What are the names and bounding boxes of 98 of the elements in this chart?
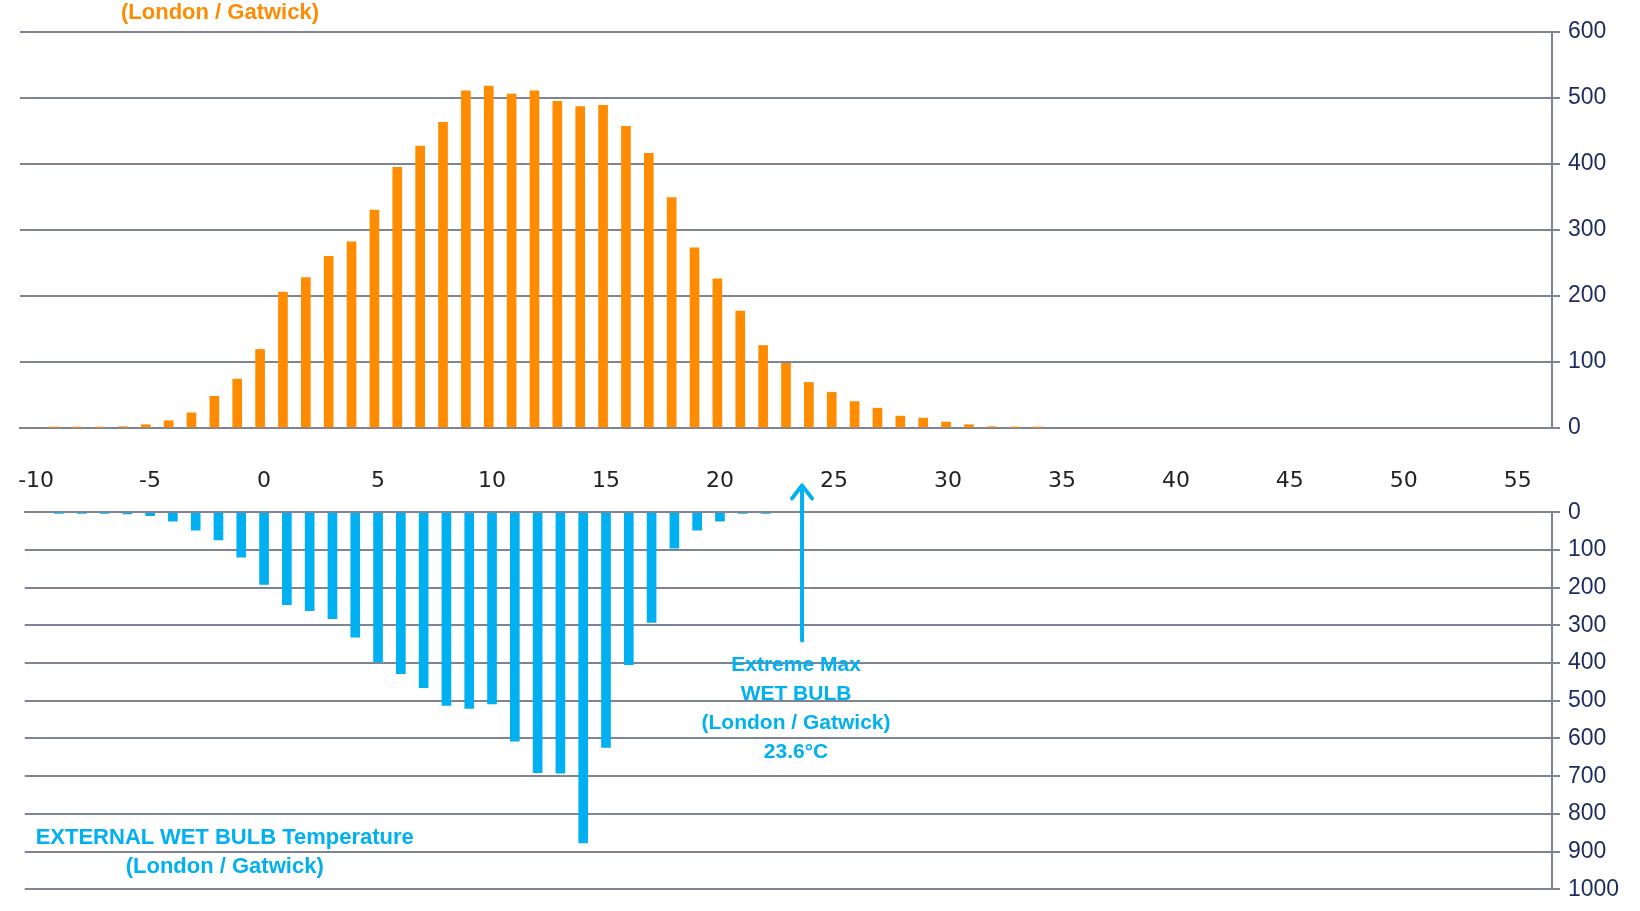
ref-line-label: Extreme Max WET BULB (London / Gatwick) 23.6°C bbox=[701, 651, 891, 762]
bar bbox=[643, 153, 654, 428]
bar bbox=[555, 513, 566, 774]
bar bbox=[506, 93, 517, 428]
bar bbox=[327, 513, 338, 619]
bar bbox=[259, 513, 269, 585]
x-tick-label: -5 bbox=[139, 466, 162, 492]
bar bbox=[373, 513, 383, 663]
bar bbox=[145, 513, 155, 517]
bar bbox=[598, 104, 608, 428]
y-tick-label: 600 bbox=[1568, 723, 1607, 750]
text: EXTERNAL WET BULB Temperature (London / Gatwick) bbox=[35, 824, 414, 879]
bar bbox=[438, 122, 448, 428]
bar bbox=[872, 407, 883, 428]
x-tick-label: 45 bbox=[1275, 466, 1304, 492]
bar bbox=[369, 209, 380, 428]
y-tick-label: 500 bbox=[1568, 686, 1607, 713]
bar bbox=[669, 513, 680, 549]
bar bbox=[826, 392, 837, 428]
bar bbox=[623, 513, 634, 665]
y-tick-label: 600 bbox=[1568, 17, 1607, 44]
y-tick-label: 300 bbox=[1568, 610, 1607, 637]
y-tick-label: 900 bbox=[1568, 836, 1607, 863]
bar bbox=[666, 197, 677, 428]
x-tick-label: 10 bbox=[478, 466, 507, 492]
bar bbox=[758, 345, 768, 428]
y-tick-label: 200 bbox=[1568, 573, 1607, 600]
bar bbox=[350, 513, 361, 638]
bar bbox=[601, 513, 611, 748]
x-tick-label: 5 bbox=[371, 466, 386, 492]
bar bbox=[715, 513, 725, 522]
y-tick-label: 100 bbox=[1568, 347, 1607, 374]
bar bbox=[282, 513, 292, 606]
x-tick-label: 0 bbox=[257, 466, 272, 492]
bar bbox=[190, 513, 201, 531]
x-tick-label: 40 bbox=[1161, 466, 1190, 492]
bar bbox=[849, 401, 860, 428]
bar bbox=[735, 310, 746, 428]
bar bbox=[415, 145, 425, 428]
bar bbox=[168, 513, 178, 522]
bar bbox=[236, 513, 247, 558]
bar bbox=[804, 382, 814, 428]
x-tick-label: 15 bbox=[592, 466, 620, 492]
bar bbox=[646, 513, 657, 623]
bar bbox=[300, 277, 311, 428]
x-tick-label: 35 bbox=[1047, 466, 1076, 492]
bar bbox=[692, 513, 703, 531]
bar bbox=[418, 513, 429, 688]
bar bbox=[346, 241, 357, 428]
x-tick-label: 55 bbox=[1503, 466, 1532, 492]
y-tick-label: 0 bbox=[1568, 497, 1581, 524]
x-tick-label: 30 bbox=[933, 466, 962, 492]
bar bbox=[140, 424, 151, 428]
x-tick-label: 25 bbox=[819, 466, 848, 492]
x-tick-label: -10 bbox=[18, 466, 55, 492]
bar bbox=[689, 247, 700, 428]
bar bbox=[209, 395, 220, 428]
y-tick-label: 500 bbox=[1568, 83, 1607, 110]
y-tick-label: 1000 bbox=[1568, 874, 1620, 901]
bar bbox=[578, 513, 589, 844]
bar bbox=[232, 378, 243, 428]
y-tick-label: 200 bbox=[1568, 281, 1607, 308]
bar bbox=[278, 291, 288, 428]
y-tick-label: 700 bbox=[1568, 761, 1607, 788]
bar bbox=[509, 513, 520, 742]
bar bbox=[464, 513, 475, 709]
y-tick-label: 100 bbox=[1568, 535, 1607, 562]
bar bbox=[781, 362, 791, 428]
bar bbox=[163, 420, 174, 428]
bar bbox=[392, 166, 403, 428]
bar bbox=[712, 278, 723, 428]
bar bbox=[461, 90, 471, 428]
y-tick-label: 400 bbox=[1568, 648, 1607, 675]
bar bbox=[186, 412, 197, 428]
bar bbox=[895, 415, 906, 428]
bar bbox=[304, 513, 315, 612]
bar bbox=[396, 513, 406, 674]
bar bbox=[552, 100, 563, 428]
bar bbox=[323, 256, 334, 428]
chart-title: (London / Gatwick) bbox=[121, 0, 319, 25]
bar bbox=[941, 421, 951, 428]
x-tick-label: 50 bbox=[1389, 466, 1418, 492]
bar bbox=[575, 106, 586, 428]
bar bbox=[621, 126, 631, 428]
bar bbox=[483, 85, 494, 428]
bar bbox=[918, 417, 929, 428]
bar bbox=[532, 513, 543, 774]
bar bbox=[529, 90, 540, 428]
bar bbox=[441, 513, 452, 706]
bar bbox=[213, 513, 224, 541]
y-tick-label: 800 bbox=[1568, 799, 1607, 826]
y-tick-label: 0 bbox=[1568, 413, 1581, 440]
bar bbox=[255, 349, 265, 428]
y-tick-label: 300 bbox=[1568, 215, 1607, 242]
bar bbox=[964, 424, 974, 428]
y-tick-label: 400 bbox=[1568, 149, 1607, 176]
x-tick-label: 20 bbox=[705, 466, 734, 492]
bar bbox=[487, 513, 497, 705]
